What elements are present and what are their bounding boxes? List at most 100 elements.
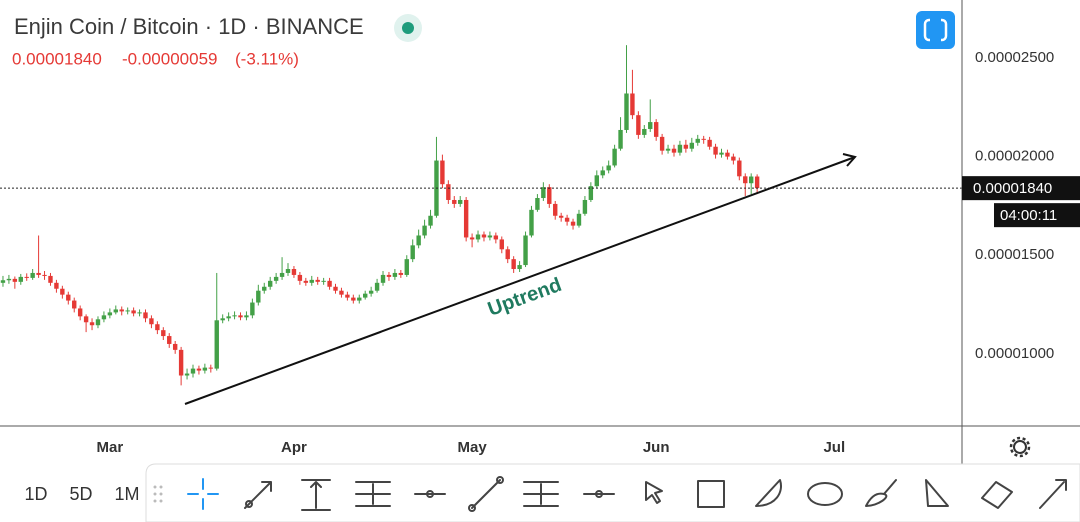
candle-body xyxy=(149,318,154,325)
candle-body xyxy=(553,203,558,216)
horizontal-line-tool[interactable] xyxy=(414,490,446,498)
candle-body xyxy=(66,294,71,301)
candle-body xyxy=(72,300,77,309)
candle-body xyxy=(541,187,546,199)
interval-button[interactable]: 5D xyxy=(69,484,92,504)
candle-body xyxy=(172,343,178,350)
candle-body xyxy=(83,316,89,323)
candle-body xyxy=(77,308,83,317)
parallel-tool[interactable] xyxy=(523,481,559,507)
candle-body xyxy=(279,272,285,277)
range-tool[interactable] xyxy=(301,479,331,511)
settings-button[interactable] xyxy=(1009,436,1031,458)
candle-body xyxy=(339,290,344,295)
triangle-tool[interactable] xyxy=(925,479,949,507)
candle-body xyxy=(155,324,160,331)
y-tick-label: 0.00002500 xyxy=(975,49,1054,66)
candle-body xyxy=(665,148,671,151)
candle-body xyxy=(196,368,202,371)
drag-handle[interactable] xyxy=(153,485,163,503)
candle-body xyxy=(226,316,231,319)
arrow-tool[interactable] xyxy=(244,481,272,509)
candle-body xyxy=(588,186,594,200)
long-arrow-tool[interactable] xyxy=(1039,479,1067,509)
trend-line-tool[interactable] xyxy=(468,476,504,512)
candle-body xyxy=(446,184,451,200)
candle-body xyxy=(719,152,724,155)
arc-tool[interactable] xyxy=(755,479,782,507)
candle-body xyxy=(576,213,582,226)
price-change: -0.00000059 xyxy=(122,49,217,68)
trend-arrow-head xyxy=(842,153,857,167)
candle-body xyxy=(636,115,641,135)
fullscreen-bg[interactable] xyxy=(916,11,955,49)
gear-teeth[interactable] xyxy=(1009,436,1031,458)
path-tool[interactable] xyxy=(981,481,1013,509)
candle-body xyxy=(630,93,635,116)
candle-body xyxy=(624,93,629,130)
candle-body xyxy=(214,320,219,369)
candle-body xyxy=(95,319,101,326)
candle-body xyxy=(689,142,695,149)
candle-body xyxy=(743,176,748,184)
candle-body xyxy=(392,272,398,277)
candle-body xyxy=(547,187,552,204)
candle-body xyxy=(713,146,718,155)
candle-body xyxy=(89,322,95,326)
candle-body xyxy=(184,373,190,376)
candle-body xyxy=(36,272,41,275)
candle-body xyxy=(535,198,540,210)
candle-body xyxy=(648,122,653,129)
candle-body xyxy=(398,272,404,275)
candle-body xyxy=(333,286,338,291)
candle-body xyxy=(481,234,487,238)
candle-body xyxy=(618,129,623,149)
candle-body xyxy=(558,215,564,218)
candle-body xyxy=(18,276,23,282)
candle-body xyxy=(48,275,53,283)
tool-icons[interactable] xyxy=(187,476,1067,512)
interval-button[interactable]: 1D xyxy=(24,484,47,504)
rectangle-tool[interactable] xyxy=(697,480,725,508)
candle-body xyxy=(600,170,605,176)
candle-body xyxy=(297,274,303,281)
candle-body xyxy=(250,302,255,316)
last-price-label: 0.00001840 xyxy=(973,180,1052,197)
candle-body xyxy=(404,259,409,275)
candle-body xyxy=(303,280,309,283)
candle-body xyxy=(754,176,760,189)
candle-body xyxy=(60,288,65,295)
cursor-tool[interactable] xyxy=(645,481,663,504)
candle-body xyxy=(582,199,588,214)
last-price: 0.00001840 xyxy=(12,49,102,68)
candle-body xyxy=(125,310,130,312)
candle-body xyxy=(440,160,445,185)
symbol-title: Enjin Coin / Bitcoin · 1D · BINANCE xyxy=(14,14,364,39)
ray-tool[interactable] xyxy=(583,490,615,498)
fib-tool[interactable] xyxy=(355,481,391,507)
fullscreen-button[interactable] xyxy=(916,11,955,49)
crosshair-tool[interactable] xyxy=(187,478,219,510)
candle-body xyxy=(143,312,148,319)
candle-body xyxy=(505,249,510,260)
x-tick-label: Jun xyxy=(643,439,670,456)
candle-body xyxy=(564,217,570,222)
x-tick-label: Apr xyxy=(281,439,307,456)
gear[interactable] xyxy=(1013,440,1027,454)
candle-body xyxy=(677,144,683,153)
candle-body xyxy=(523,235,528,266)
candle-body xyxy=(452,199,457,204)
countdown-box xyxy=(994,203,1080,228)
candle-body xyxy=(131,310,136,314)
candle-body xyxy=(570,221,576,226)
candle-body xyxy=(321,280,326,282)
candle-body xyxy=(671,148,677,153)
candle-body xyxy=(380,274,386,283)
y-tick-label: 0.00001000 xyxy=(975,345,1054,362)
brush-tool[interactable] xyxy=(865,479,897,507)
ellipse-tool[interactable] xyxy=(807,482,843,506)
candle-body xyxy=(659,136,665,151)
interval-button[interactable]: 1M xyxy=(114,484,139,504)
